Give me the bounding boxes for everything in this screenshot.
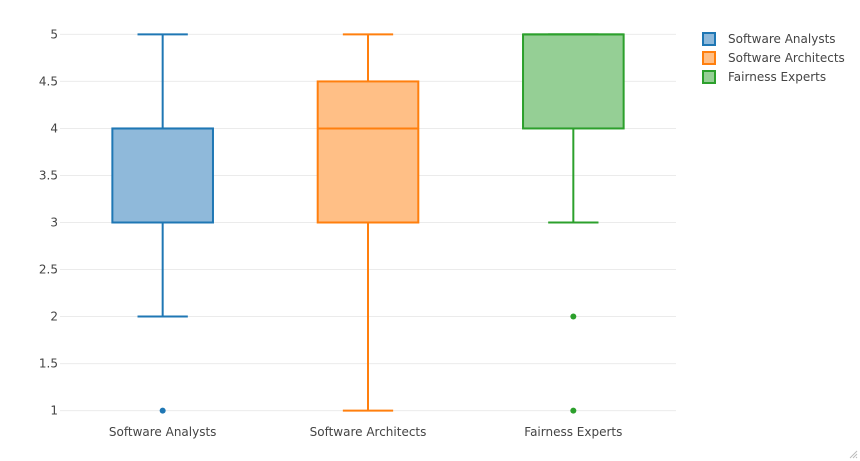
legend-item-3[interactable]: Fairness Experts <box>702 70 826 84</box>
box-series <box>111 33 625 414</box>
y-tick-label: 1.5 <box>39 357 58 371</box>
box-3 <box>522 33 625 414</box>
legend-label: Software Analysts <box>728 32 836 46</box>
y-tick-label: 2.5 <box>39 263 58 277</box>
x-tick-label: Software Analysts <box>109 425 217 439</box>
y-tick-label: 3 <box>50 216 58 230</box>
y-tick-label: 4 <box>50 121 58 135</box>
box-1 <box>111 33 214 414</box>
y-axis: 1 1.5 2 2.5 3 3.5 4 4.5 5 <box>39 27 58 417</box>
legend-swatch <box>702 51 716 65</box>
legend-item-2[interactable]: Software Architects <box>702 51 845 65</box>
box-2 <box>316 33 420 412</box>
x-axis: Software Analysts Software Architects Fair… <box>109 425 622 439</box>
resize-grip-icon[interactable] <box>848 449 858 459</box>
y-tick-label: 5 <box>50 27 58 41</box>
y-tick-label: 3.5 <box>39 168 58 182</box>
y-tick-label: 4.5 <box>39 74 58 88</box>
y-tick-label: 2 <box>50 310 58 324</box>
box-body <box>522 33 625 130</box>
legend-label: Software Architects <box>728 51 845 65</box>
y-tick-label: 1 <box>50 404 58 418</box>
outlier-point <box>570 313 577 320</box>
x-tick-label: Fairness Experts <box>524 425 622 439</box>
legend-swatch <box>702 32 716 46</box>
box-body <box>316 80 420 224</box>
legend[interactable]: Software Analysts Software Architects Fair… <box>702 32 845 84</box>
outlier-point <box>570 407 577 414</box>
legend-swatch <box>702 70 716 84</box>
x-tick-label: Software Architects <box>310 425 427 439</box>
outlier-point <box>159 407 166 414</box>
box-body <box>111 127 214 224</box>
legend-label: Fairness Experts <box>728 70 826 84</box>
legend-item-1[interactable]: Software Analysts <box>702 32 836 46</box>
